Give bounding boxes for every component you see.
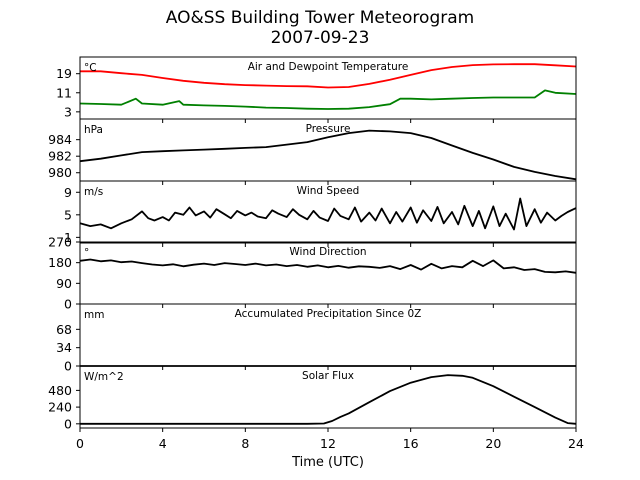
panel-4-series-1	[79, 258, 577, 274]
x-tick-label: 4	[159, 436, 167, 451]
panel-5: 0 34 68 mm Accumulated Precipitation Since 0…	[56, 303, 577, 374]
y-tick-label: 480	[48, 383, 72, 398]
y-tick-label: 240	[48, 400, 72, 415]
panel-title: Pressure	[306, 123, 351, 135]
panel-1-series-1	[80, 63, 577, 89]
y-tick-label: 5	[64, 207, 72, 222]
panel-3: 1 5 9 m/s Wind Speed	[64, 180, 577, 247]
figure-subtitle: 2007-09-23	[270, 28, 370, 48]
y-tick-label: 9	[64, 185, 72, 200]
panel-3-series-1	[79, 197, 577, 231]
panel-title: Air and Dewpoint Temperature	[248, 61, 409, 73]
panel-4: 0 90 180 270 ° Wind Direction	[48, 235, 577, 312]
x-axis-label: Time (UTC)	[291, 455, 364, 470]
panel-1-series-2	[79, 89, 577, 110]
y-tick-label: 11	[56, 85, 72, 100]
y-tick-label: 34	[56, 340, 72, 355]
panel-1: 3 11 19 °C Air and Dewpoint Temperature	[56, 56, 577, 123]
panel-2-series-1	[79, 129, 577, 181]
y-tick-label: 19	[56, 66, 72, 81]
y-tick-label: 1	[64, 230, 72, 245]
panel-unit-label: °C	[84, 62, 97, 74]
panel-6-series-1	[80, 374, 577, 425]
y-tick-label: 0	[64, 359, 72, 374]
panel-unit-label: m/s	[84, 186, 103, 198]
y-tick-label: 0	[64, 297, 72, 312]
panel-title: Wind Direction	[289, 246, 366, 258]
x-tick-label: 0	[76, 436, 84, 451]
figure-title: AO&SS Building Tower Meteorogram	[165, 8, 475, 28]
x-tick-label: 8	[241, 436, 249, 451]
panel-unit-label: W/m^2	[84, 371, 124, 383]
panel-unit-label: mm	[84, 309, 104, 321]
panel-title: Accumulated Precipitation Since 0Z	[235, 308, 422, 320]
y-tick-label: 270	[48, 235, 72, 250]
y-tick-label: 982	[48, 149, 72, 164]
panel-title: Solar Flux	[302, 370, 354, 382]
y-tick-label: 90	[56, 276, 72, 291]
x-tick-label: 24	[568, 436, 584, 451]
y-tick-label: 180	[48, 255, 72, 270]
y-tick-label: 3	[64, 104, 72, 119]
y-tick-label: 984	[48, 132, 72, 147]
y-tick-label: 0	[64, 416, 72, 431]
x-tick-label: 16	[403, 436, 419, 451]
panel-title: Wind Speed	[297, 185, 360, 197]
y-tick-label: 980	[48, 165, 72, 180]
panel-unit-label: °	[84, 247, 89, 259]
panel-unit-label: hPa	[84, 124, 103, 136]
y-tick-label: 68	[56, 322, 72, 337]
x-tick-label: 20	[485, 436, 501, 451]
x-tick-label: 12	[320, 436, 336, 451]
